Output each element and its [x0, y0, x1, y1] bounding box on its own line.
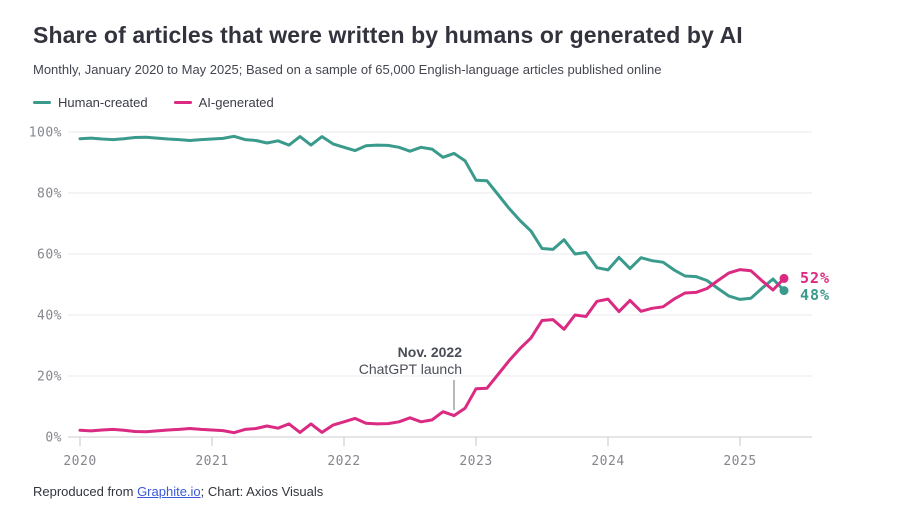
- legend-label-ai-generated: AI-generated: [198, 95, 274, 110]
- x-tick-label: 2020: [63, 454, 96, 469]
- ai-generated-swatch: [173, 100, 192, 105]
- ai-line: [78, 268, 786, 435]
- source-suffix: ; Chart: Axios Visuals: [200, 484, 324, 499]
- legend-label-human-created: Human-created: [58, 95, 148, 110]
- source-prefix: Reproduced from: [33, 484, 138, 499]
- chart-source: Reproduced from Graphite.io; Chart: Axio…: [33, 484, 323, 499]
- line-chart: 0% 20% 40% 60% 80% 100% 2020 2021 2022 2023 2024 20…: [29, 126, 830, 470]
- legend-item-human-created: Human-created: [33, 95, 148, 110]
- human-end-label: 48%: [800, 286, 830, 304]
- legend-item-ai-generated: AI-generated: [173, 95, 274, 110]
- x-tick-label: 2021: [195, 454, 228, 469]
- x-tick-label: 2025: [723, 454, 756, 469]
- graphite-link[interactable]: Graphite.io: [137, 484, 201, 499]
- human-line: [78, 134, 786, 301]
- x-tick-label: 2022: [327, 454, 360, 469]
- y-tick-label: 80%: [37, 187, 62, 202]
- x-tick-label: 2023: [459, 454, 492, 469]
- human-created-swatch: [33, 100, 51, 105]
- ai-end-label: 52%: [800, 269, 830, 287]
- annotation-subtitle: ChatGPT launch: [359, 361, 462, 377]
- ai-end-dot: [779, 273, 789, 283]
- page-title: Share of articles that were written by h…: [33, 22, 743, 48]
- y-tick-label: 20%: [37, 370, 62, 385]
- y-tick-label: 0%: [45, 431, 62, 446]
- legend: Human-created AI-generated: [33, 95, 274, 110]
- human-end-dot: [779, 286, 789, 296]
- x-tick-label: 2024: [591, 454, 624, 469]
- annotation-title: Nov. 2022: [398, 344, 463, 360]
- chart-subtitle: Monthly, January 2020 to May 2025; Based…: [33, 62, 662, 77]
- y-tick-label: 60%: [37, 248, 62, 263]
- y-tick-label: 40%: [37, 309, 62, 324]
- y-tick-label: 100%: [29, 126, 62, 141]
